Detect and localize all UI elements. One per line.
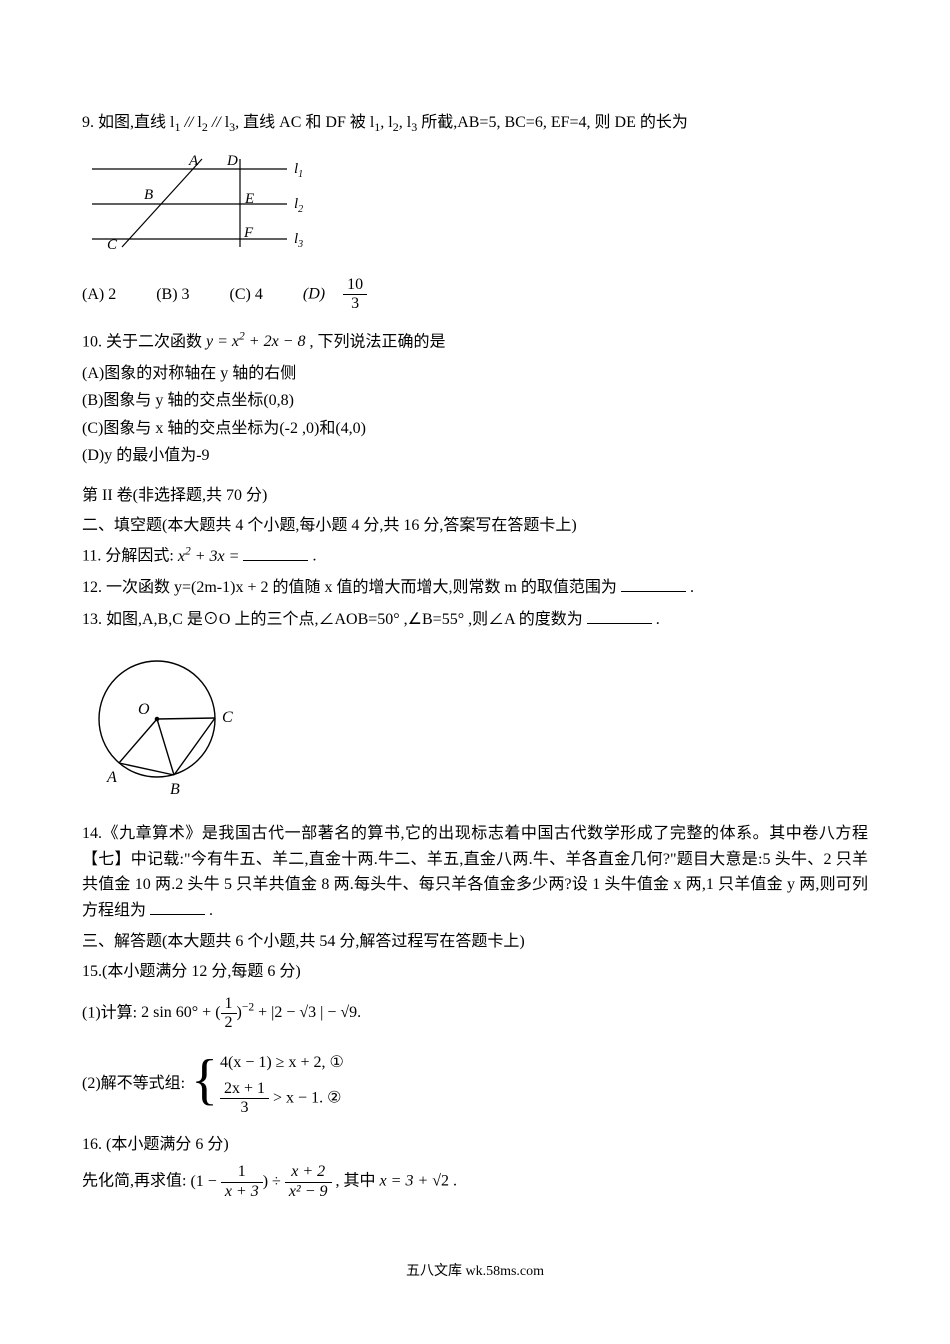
q10-opt-a: (A)图象的对称轴在 y 轴的右侧 (82, 361, 868, 387)
svg-text:F: F (243, 225, 254, 241)
q15-head: 15.(本小题满分 12 分,每题 6 分) (82, 959, 868, 985)
svg-text:B: B (170, 781, 180, 798)
q15-part2: (2)解不等式组: { 4(x − 1) ≥ x + 2, ① 2x + 1 3… (82, 1050, 868, 1117)
q15-p1-math: 2 sin 60° + (12)−2 + |2 − √3 | − √9. (141, 1004, 361, 1021)
q11-text: 11. 分解因式: (82, 548, 178, 565)
q15-sys-line2: 2x + 1 3 > x − 1. ② (220, 1080, 344, 1118)
q10-stem: 10. 关于二次函数 y = x2 + 2x − 8 , 下列说法正确的是 (82, 328, 868, 355)
svg-text:l3: l3 (294, 231, 303, 250)
question-10: 10. 关于二次函数 y = x2 + 2x − 8 , 下列说法正确的是 (A… (82, 328, 868, 469)
question-11: 11. 分解因式: x2 + 3x = . (82, 542, 868, 569)
q9-math-2: l1, l2, l3 (370, 114, 421, 131)
svg-text:A: A (188, 153, 199, 169)
q16-f1-num: 1 (221, 1163, 263, 1182)
q13-blank (587, 607, 652, 624)
q9-diagram: A B C D E F l1 l2 l3 (82, 149, 868, 268)
q16-math: (1 − 1x + 3) ÷ x + 2x² − 9 (190, 1173, 335, 1190)
q10-options: (A)图象的对称轴在 y 轴的右侧 (B)图象与 y 轴的交点坐标(0,8) (… (82, 361, 868, 469)
brace-icon: { (191, 1052, 218, 1108)
q10-opt-d: (D)y 的最小值为-9 (82, 443, 868, 469)
q13-svg: O A B C (82, 644, 262, 804)
svg-text:l2: l2 (294, 196, 303, 215)
q9-choice-b: (B) 3 (156, 282, 189, 308)
q12-blank (621, 575, 686, 592)
question-13: 13. 如图,A,B,C 是⊙O 上的三个点,∠AOB=50° ,∠B=55° … (82, 607, 868, 633)
svg-text:C: C (107, 237, 118, 253)
question-14: 14.《九章算术》是我国古代一部著名的算书,它的出现标志着中国古代数学形成了完整… (82, 821, 868, 923)
q15-l2-num: 2x + 1 (220, 1080, 269, 1099)
q16-f1-den: x + 3 (221, 1183, 263, 1201)
q16-body: 先化简,再求值: (1 − 1x + 3) ÷ x + 2x² − 9 , 其中… (82, 1163, 868, 1201)
q15-sys-line1: 4(x − 1) ≥ x + 2, ① (220, 1050, 344, 1076)
q9-stem: 9. 如图,直线 l1 // l2 // l3, 直线 AC 和 DF 被 l1… (82, 110, 868, 137)
q9-choice-d-label: (D) (303, 286, 325, 303)
q16-f2-num: x + 2 (285, 1163, 332, 1182)
section3-header: 三、解答题(本大题共 6 个小题,共 54 分,解答过程写在答题卡上) (82, 929, 868, 955)
q12-tail: . (690, 579, 694, 596)
q9-choice-d: (D) 10 3 (303, 276, 367, 314)
q10-math: y = x2 + 2x − 8 (206, 333, 305, 350)
q9-svg: A B C D E F l1 l2 l3 (82, 149, 342, 259)
question-16: 16. (本小题满分 6 分) 先化简,再求值: (1 − 1x + 3) ÷ … (82, 1132, 868, 1201)
svg-text:B: B (144, 187, 153, 203)
page-content: 9. 如图,直线 l1 // l2 // l3, 直线 AC 和 DF 被 l1… (0, 0, 950, 1323)
q10-text-a: 10. 关于二次函数 (82, 333, 206, 350)
q16-head: 16. (本小题满分 6 分) (82, 1132, 868, 1158)
q15-p1-exp: −2 (242, 1002, 254, 1014)
q16-mid: , 其中 (336, 1173, 380, 1190)
q11-blank (243, 544, 308, 561)
q15-p1-den: 2 (221, 1014, 237, 1032)
q10-opt-b: (B)图象与 y 轴的交点坐标(0,8) (82, 388, 868, 414)
q15-p1-label: (1)计算: (82, 1004, 141, 1021)
q9-choice-d-frac: 10 3 (343, 276, 367, 314)
q9-choices: (A) 2 (B) 3 (C) 4 (D) 10 3 (82, 276, 868, 314)
q16-tail: . (453, 1173, 457, 1190)
q16-f2-den: x² − 9 (285, 1183, 332, 1201)
q15-p2-label: (2)解不等式组: (82, 1071, 185, 1097)
q11-math: x2 + 3x = (178, 548, 240, 565)
q9-math-1: l1 // l2 // l3, (170, 114, 243, 131)
q16-label: 先化简,再求值: (82, 1173, 190, 1190)
q9-d-den: 3 (343, 295, 367, 313)
q13-diagram: O A B C (82, 644, 868, 813)
section2-header2: 二、填空题(本大题共 4 个小题,每小题 4 分,共 16 分,答案写在答题卡上… (82, 513, 868, 539)
question-12: 12. 一次函数 y=(2m-1)x + 2 的值随 x 值的增大而增大,则常数… (82, 575, 868, 601)
q15-l2-tail: > x − 1. ② (273, 1089, 341, 1106)
q9-choice-a: (A) 2 (82, 282, 116, 308)
q9-text-b: 直线 AC 和 DF 被 (243, 114, 370, 131)
q16-rhs: x = 3 + √2 (380, 1173, 449, 1190)
q10-opt-c: (C)图象与 x 轴的交点坐标为(-2 ,0)和(4,0) (82, 416, 868, 442)
q10-text-b: , 下列说法正确的是 (309, 333, 445, 350)
q15-part1: (1)计算: 2 sin 60° + (12)−2 + |2 − √3 | − … (82, 995, 868, 1033)
q14-tail: . (209, 902, 213, 919)
q9-text-c: 所截,AB=5, BC=6, EF=4, 则 DE 的长为 (421, 114, 688, 131)
q13-text: 13. 如图,A,B,C 是⊙O 上的三个点,∠AOB=50° ,∠B=55° … (82, 611, 583, 628)
question-15: 15.(本小题满分 12 分,每题 6 分) (1)计算: 2 sin 60° … (82, 959, 868, 1118)
svg-text:E: E (244, 191, 254, 207)
q14-blank (150, 898, 205, 915)
q15-l2-den: 3 (220, 1099, 269, 1117)
q15-p1-num: 1 (221, 995, 237, 1014)
svg-text:C: C (222, 709, 233, 726)
section2-header1: 第 II 卷(非选择题,共 70 分) (82, 483, 868, 509)
q12-text: 12. 一次函数 y=(2m-1)x + 2 的值随 x 值的增大而增大,则常数… (82, 579, 617, 596)
svg-text:O: O (138, 701, 150, 718)
q9-text-a: 9. 如图,直线 (82, 114, 170, 131)
svg-text:A: A (106, 769, 117, 786)
svg-text:l1: l1 (294, 161, 303, 180)
q11-tail: . (312, 548, 316, 565)
q13-tail: . (656, 611, 660, 628)
q9-d-num: 10 (343, 276, 367, 295)
q9-choice-c: (C) 4 (230, 282, 263, 308)
page-footer: 五八文库 wk.58ms.com (82, 1261, 868, 1283)
question-9: 9. 如图,直线 l1 // l2 // l3, 直线 AC 和 DF 被 l1… (82, 110, 868, 314)
svg-text:D: D (226, 153, 238, 169)
q15-system: { 4(x − 1) ≥ x + 2, ① 2x + 1 3 > x − 1. … (191, 1050, 344, 1117)
